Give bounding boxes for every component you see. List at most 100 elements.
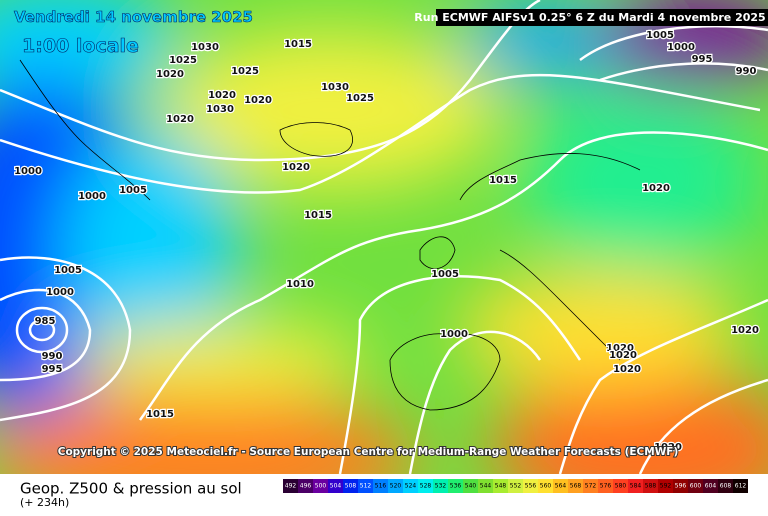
isobar-label: 1020 xyxy=(609,350,637,361)
scale-swatch xyxy=(493,479,508,493)
scale-label: 520 xyxy=(390,483,402,490)
footer-title: Geop. Z500 & pression au sol xyxy=(20,480,242,498)
isobar-label: 1025 xyxy=(346,93,374,104)
isobar-label: 990 xyxy=(736,66,757,77)
isobar-label: 1020 xyxy=(642,183,670,194)
isobar-label: 1030 xyxy=(191,42,219,53)
scale-swatch xyxy=(403,479,418,493)
scale-label: 584 xyxy=(630,483,642,490)
isobar-label: 1020 xyxy=(282,162,310,173)
isobar-label: 1020 xyxy=(613,364,641,375)
isobars xyxy=(0,0,768,474)
scale-swatch xyxy=(388,479,403,493)
isobar-label: 995 xyxy=(42,364,63,375)
scale-label: 604 xyxy=(705,483,717,490)
isobar-label: 1015 xyxy=(146,409,174,420)
forecast-date: Vendredi 14 novembre 2025 xyxy=(14,8,253,26)
isobar-label: 1005 xyxy=(646,30,674,41)
scale-label: 600 xyxy=(690,483,702,490)
scale-label: 540 xyxy=(465,483,477,490)
isobar-label: 1000 xyxy=(14,166,42,177)
isobar-label: 1015 xyxy=(304,210,332,221)
isobar-label: 1020 xyxy=(166,114,194,125)
isobar-label: 1005 xyxy=(431,269,459,280)
scale-swatch xyxy=(328,479,343,493)
scale-label: 512 xyxy=(360,483,372,490)
scale-label: 536 xyxy=(450,483,462,490)
scale-swatch xyxy=(448,479,463,493)
isobar-label: 1015 xyxy=(489,175,517,186)
scale-swatch xyxy=(298,479,313,493)
scale-swatch xyxy=(673,479,688,493)
scale-swatch xyxy=(598,479,613,493)
scale-swatch xyxy=(313,479,328,493)
scale-label: 588 xyxy=(645,483,657,490)
isobar-label: 995 xyxy=(692,54,713,65)
isobar-label: 1005 xyxy=(54,265,82,276)
scale-label: 524 xyxy=(405,483,417,490)
copyright: Copyright © 2025 Meteociel.fr - Source E… xyxy=(58,446,679,458)
scale-swatch xyxy=(538,479,553,493)
isobar-label: 1020 xyxy=(731,325,759,336)
scale-swatch xyxy=(283,479,298,493)
scale-swatch xyxy=(523,479,538,493)
scale-swatch xyxy=(463,479,478,493)
run-banner xyxy=(436,9,768,26)
scale-label: 580 xyxy=(615,483,627,490)
isobar-label: 985 xyxy=(35,316,56,327)
isobar-label: 1000 xyxy=(78,191,106,202)
scale-label: 568 xyxy=(570,483,582,490)
scale-swatch xyxy=(583,479,598,493)
scale-swatch xyxy=(358,479,373,493)
isobar-label: 1020 xyxy=(606,343,634,354)
scale-label: 500 xyxy=(315,483,327,490)
scale-swatch xyxy=(613,479,628,493)
isobar-label: 1005 xyxy=(119,185,147,196)
isobar-label: 1015 xyxy=(284,39,312,50)
isobar-label: 1020 xyxy=(208,90,236,101)
scale-label: 612 xyxy=(735,483,747,490)
run-info: Run ECMWF AIFSv1 0.25° 6 Z du Mardi 4 no… xyxy=(414,11,765,24)
scale-swatch xyxy=(568,479,583,493)
isobar-label: 1020 xyxy=(156,69,184,80)
scale-label: 608 xyxy=(720,483,732,490)
scale-label: 508 xyxy=(345,483,357,490)
isobar-label: 1010 xyxy=(286,279,314,290)
scale-label: 548 xyxy=(495,483,507,490)
isobar-label: 1020 xyxy=(244,95,272,106)
isobar-label: 1000 xyxy=(440,329,468,340)
scale-swatch xyxy=(553,479,568,493)
scale-swatch xyxy=(478,479,493,493)
scale-label: 552 xyxy=(510,483,522,490)
scale-label: 596 xyxy=(675,483,687,490)
coastlines xyxy=(19,59,641,411)
scale-swatch xyxy=(658,479,673,493)
scale-label: 504 xyxy=(330,483,342,490)
scale-label: 564 xyxy=(555,483,567,490)
scale-swatch xyxy=(718,479,733,493)
scale-swatch xyxy=(688,479,703,493)
isobar-label: 1025 xyxy=(231,66,259,77)
scale-swatch xyxy=(433,479,448,493)
scale-label: 556 xyxy=(525,483,537,490)
footer-lead: (+ 234h) xyxy=(20,496,69,509)
scale-label: 572 xyxy=(585,483,597,490)
scale-label: 544 xyxy=(480,483,492,490)
scale-label: 576 xyxy=(600,483,612,490)
scale-swatch xyxy=(733,479,748,493)
isobar-label: 1030 xyxy=(321,82,349,93)
scale-label: 592 xyxy=(660,483,672,490)
scale-swatch xyxy=(418,479,433,493)
isobar-label: 1020 xyxy=(654,442,682,453)
isobar-label: 990 xyxy=(42,351,63,362)
scale-swatch xyxy=(373,479,388,493)
scale-label: 492 xyxy=(285,483,297,490)
forecast-time: 1:00 locale xyxy=(22,35,139,57)
isobar-label: 1000 xyxy=(667,42,695,53)
scale-swatch xyxy=(628,479,643,493)
scale-swatch xyxy=(703,479,718,493)
isobar-label: 1030 xyxy=(206,104,234,115)
